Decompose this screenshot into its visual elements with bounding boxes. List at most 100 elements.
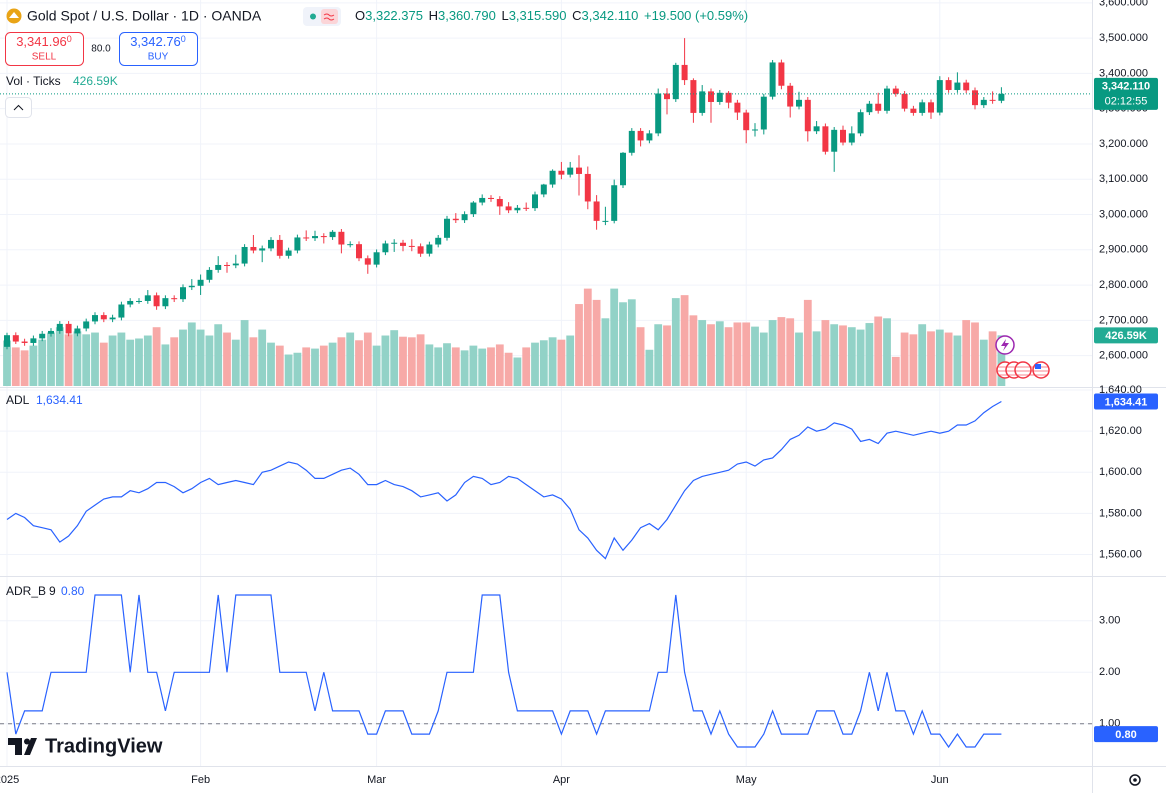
candle-body: [532, 194, 538, 209]
adr-param: 9: [49, 584, 56, 598]
candle-body: [681, 64, 688, 81]
candle-body: [470, 202, 477, 215]
volume-bar: [47, 332, 55, 386]
candle-body: [514, 207, 521, 211]
settings-icon-center: [1133, 778, 1137, 782]
volume-bar: [663, 325, 671, 386]
volume-bar: [231, 339, 240, 386]
y-tick-label: 3.00: [1099, 615, 1120, 627]
candle-body: [391, 242, 398, 244]
market-status: [310, 13, 316, 20]
candle-body: [690, 80, 697, 113]
ohlc-key: O: [355, 8, 365, 23]
candle-body: [919, 102, 926, 113]
volume-bar: [346, 332, 355, 386]
candle-body: [796, 99, 802, 107]
tradingview-logo: TradingView: [8, 735, 163, 757]
candle-body: [118, 304, 125, 318]
candle-body: [162, 298, 169, 307]
adr-b-pill: [1094, 726, 1158, 743]
candle-body: [65, 323, 72, 334]
candle-body: [672, 64, 679, 100]
collapse-legend-button[interactable]: [5, 97, 32, 118]
volume-pill-value: 426.59K: [1105, 330, 1147, 342]
volume-bar: [847, 327, 856, 386]
volume-bar: [337, 337, 346, 386]
candle-body: [980, 99, 987, 106]
volume-bar: [918, 324, 927, 386]
volume-bar: [786, 318, 795, 386]
volume-bar: [795, 332, 803, 386]
volume-bar: [539, 340, 548, 386]
price-pill: [1094, 77, 1158, 110]
spread: 80.0: [91, 44, 111, 55]
candle-body: [576, 167, 582, 174]
volume-bar: [522, 347, 531, 386]
candle-body: [83, 321, 90, 329]
volume-bar: [20, 350, 29, 386]
ohlc-key: H: [429, 8, 438, 23]
volume-bar: [979, 339, 988, 386]
y-tick-label: 2,700.000: [1099, 314, 1148, 326]
volume-bar: [645, 349, 654, 386]
candle-body: [813, 126, 820, 132]
data-status-glyph: [323, 13, 335, 21]
candle-body: [664, 93, 670, 100]
indicator-line: [6, 594, 1002, 749]
volume-bar: [390, 330, 399, 386]
ohlc-key: L: [501, 8, 508, 23]
candle-body: [109, 317, 116, 320]
candle-body: [241, 246, 248, 264]
candle-body: [144, 295, 151, 301]
adl-pill: [1094, 393, 1158, 410]
adl-legend-name: ADL: [6, 393, 30, 407]
buy-button[interactable]: [119, 32, 198, 66]
settings-icon[interactable]: [1129, 774, 1141, 786]
volume-bar: [416, 334, 425, 386]
candle-body: [901, 93, 908, 109]
volume-bar: [988, 331, 997, 386]
volume-bar: [803, 299, 812, 386]
candle-body: [444, 218, 450, 238]
candle-body: [56, 323, 63, 331]
sell-button[interactable]: [5, 32, 84, 66]
volume-bar: [73, 331, 82, 386]
candle-body: [312, 236, 318, 239]
candle-body: [30, 338, 37, 343]
candle-body: [505, 206, 512, 211]
volume-bar: [751, 326, 759, 386]
economic-events[interactable]: [996, 361, 1050, 379]
data-status[interactable]: [321, 9, 338, 24]
candle-body: [804, 99, 811, 132]
volume-bar: [267, 342, 275, 386]
candle-body: [338, 231, 345, 245]
candle-body: [364, 258, 371, 265]
volume-bar: [927, 331, 935, 386]
volume-bar: [425, 344, 434, 386]
volume-bar: [214, 324, 223, 386]
y-tick-label: 1,620.00: [1099, 425, 1142, 437]
volume-bar: [504, 352, 513, 386]
y-tick-label: 1,560.00: [1099, 548, 1142, 560]
y-tick-label: 2,800.000: [1099, 279, 1148, 291]
candle-body: [400, 242, 406, 246]
candle-body: [452, 218, 459, 221]
y-tick-label: 3,200.000: [1099, 138, 1148, 150]
candle-body: [936, 80, 943, 113]
candle-body: [602, 220, 609, 222]
candle-body: [294, 237, 301, 251]
candle-body: [637, 130, 644, 141]
volume-bar: [11, 347, 20, 386]
candle-body: [831, 129, 838, 152]
adl-pill-value: 1,634.41: [1105, 396, 1148, 408]
y-tick-label: 3,500.000: [1099, 32, 1148, 44]
candle-body: [303, 237, 310, 239]
candle-body: [136, 300, 142, 302]
ohlc-value: 3,322.375: [365, 8, 423, 23]
symbol-icon-glyph: [9, 12, 19, 18]
price-pill-extra: 02:12:55: [1105, 96, 1148, 108]
candle-body: [12, 335, 19, 342]
candle-body: [250, 246, 257, 251]
